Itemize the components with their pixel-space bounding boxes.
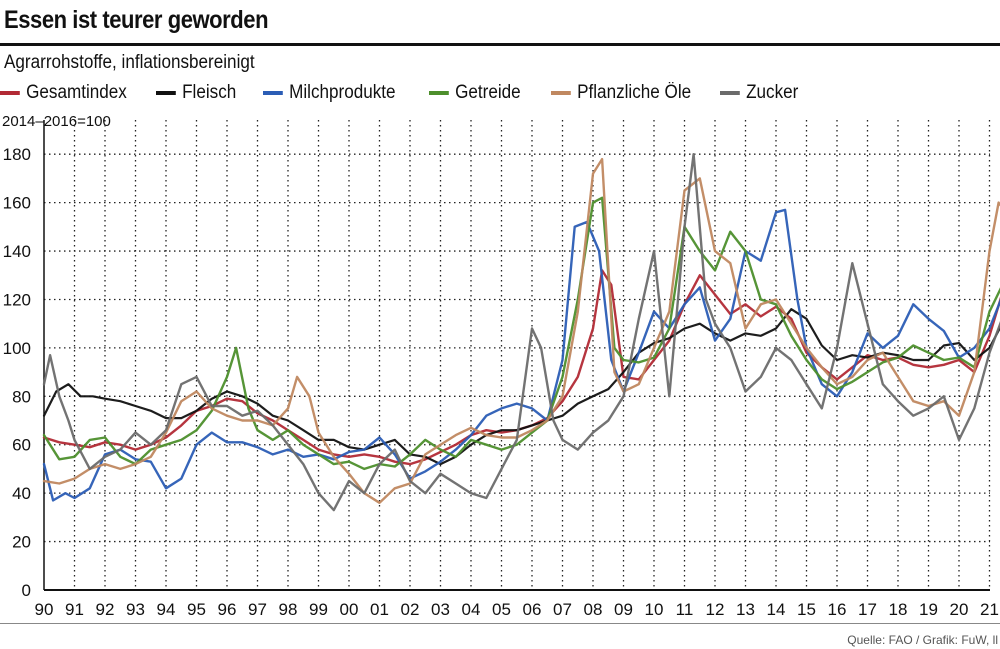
x-tick-label-94: 94 (157, 600, 176, 619)
x-tick-label-01: 01 (370, 600, 389, 619)
x-tick-label-08: 08 (584, 600, 603, 619)
x-tick-label-93: 93 (126, 600, 145, 619)
y-tick-label-120: 120 (3, 290, 31, 309)
legend-item-fleisch: Fleisch (156, 82, 236, 104)
legend-item-gesamtindex: Gesamtindex (0, 82, 127, 104)
legend-item-milchprodukte: Milchprodukte (263, 82, 396, 104)
chart-subtitle: Agrarrohstoffe, inflationsbereinigt (4, 52, 255, 73)
legend-label-fleisch: Fleisch (182, 82, 237, 103)
legend: Gesamtindex Fleisch Milchprodukte Getrei… (0, 82, 1000, 106)
x-tick-label-03: 03 (431, 600, 450, 619)
legend-label-pflanzliche-oele: Pflanzliche Öle (577, 82, 692, 103)
x-tick-label-91: 91 (65, 600, 84, 619)
x-tick-label-00: 00 (340, 600, 359, 619)
x-tick-label-13: 13 (736, 600, 755, 619)
x-tick-label-20: 20 (950, 600, 969, 619)
x-tick-label-14: 14 (767, 600, 786, 619)
x-tick-label-06: 06 (523, 600, 542, 619)
y-tick-label-140: 140 (3, 242, 31, 261)
x-tick-label-18: 18 (889, 600, 908, 619)
title-rule (0, 43, 1000, 46)
legend-item-zucker: Zucker (720, 82, 798, 104)
series-line-fleisch (42, 308, 1000, 466)
series-line-milchprodukte (42, 208, 1000, 502)
x-tick-label-04: 04 (462, 600, 481, 619)
y-tick-label-100: 100 (3, 339, 31, 358)
legend-item-getreide: Getreide (429, 82, 521, 104)
x-tick-label-10: 10 (645, 600, 664, 619)
x-tick-label-12: 12 (706, 600, 725, 619)
x-tick-label-19: 19 (919, 600, 938, 619)
x-tick-label-98: 98 (279, 600, 298, 619)
y-tick-label-180: 180 (3, 145, 31, 164)
x-tick-label-90: 90 (35, 600, 54, 619)
x-tick-label-17: 17 (858, 600, 877, 619)
x-tick-label-02: 02 (401, 600, 420, 619)
y-unit-label: 2014–2016=100 (2, 113, 111, 130)
x-tick-label-11: 11 (676, 600, 694, 619)
x-tick-label-09: 09 (614, 600, 633, 619)
y-tick-label-60: 60 (12, 436, 31, 455)
y-tick-label-0: 0 (22, 581, 31, 600)
legend-swatch-getreide (429, 91, 449, 95)
legend-label-milchprodukte: Milchprodukte (289, 82, 396, 103)
y-tick-label-160: 160 (3, 194, 31, 213)
y-tick-label-20: 20 (12, 533, 31, 552)
x-tick-label-21: 21 (980, 600, 999, 619)
x-tick-label-92: 92 (96, 600, 115, 619)
series-line-pflanzliche-oele (42, 157, 1000, 504)
x-tick-label-96: 96 (218, 600, 237, 619)
legend-label-getreide: Getreide (455, 82, 521, 103)
chart-title: Essen ist teurer geworden (4, 6, 269, 34)
series-line-zucker (42, 152, 1000, 512)
series-line-getreide (42, 196, 1000, 471)
source-note: Quelle: FAO / Grafik: FuW, ll (847, 633, 998, 647)
legend-label-zucker: Zucker (746, 82, 799, 103)
legend-label-gesamtindex: Gesamtindex (26, 82, 127, 103)
legend-swatch-gesamtindex (0, 91, 20, 95)
legend-swatch-fleisch (156, 91, 176, 95)
x-tick-label-15: 15 (797, 600, 816, 619)
x-tick-label-16: 16 (828, 600, 847, 619)
y-tick-label-40: 40 (12, 484, 31, 503)
x-tick-label-05: 05 (492, 600, 511, 619)
legend-item-pflanzliche-oele: Pflanzliche Öle (551, 82, 691, 104)
y-tick-label-80: 80 (12, 387, 31, 406)
x-tick-label-07: 07 (553, 600, 572, 619)
legend-swatch-pflanzliche-oele (551, 91, 571, 95)
x-tick-label-99: 99 (309, 600, 328, 619)
legend-swatch-zucker (720, 91, 740, 95)
footer-rule (0, 623, 1000, 624)
x-tick-label-95: 95 (187, 600, 206, 619)
legend-swatch-milchprodukte (263, 91, 283, 95)
x-tick-label-97: 97 (248, 600, 267, 619)
